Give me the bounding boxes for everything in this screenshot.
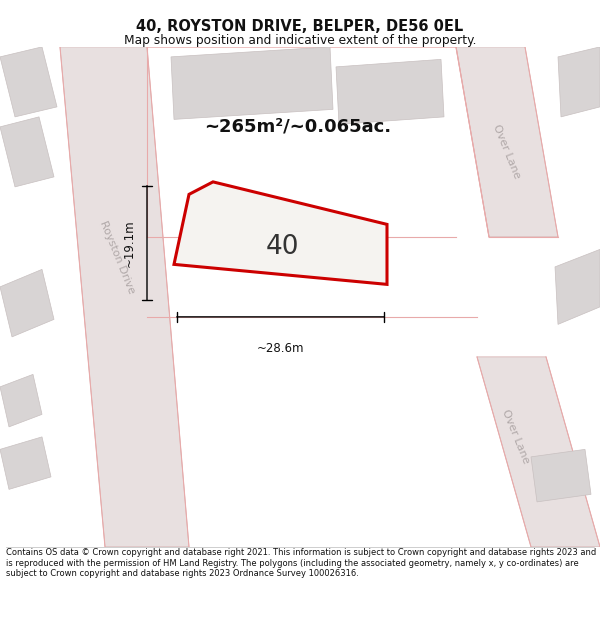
Polygon shape — [0, 437, 51, 489]
Polygon shape — [0, 47, 57, 117]
Text: Royston Drive: Royston Drive — [98, 219, 136, 295]
Polygon shape — [171, 47, 333, 119]
Polygon shape — [531, 449, 591, 502]
Text: 40, ROYSTON DRIVE, BELPER, DE56 0EL: 40, ROYSTON DRIVE, BELPER, DE56 0EL — [136, 19, 464, 34]
Text: Map shows position and indicative extent of the property.: Map shows position and indicative extent… — [124, 34, 476, 48]
Polygon shape — [0, 374, 42, 427]
Text: ~265m²/~0.065ac.: ~265m²/~0.065ac. — [204, 118, 391, 136]
Text: Over Lane: Over Lane — [491, 123, 523, 181]
Text: Contains OS data © Crown copyright and database right 2021. This information is : Contains OS data © Crown copyright and d… — [6, 549, 596, 578]
Polygon shape — [174, 182, 387, 284]
Polygon shape — [0, 269, 54, 337]
Polygon shape — [336, 59, 444, 124]
Polygon shape — [477, 357, 600, 547]
Text: ~28.6m: ~28.6m — [257, 342, 304, 355]
Polygon shape — [558, 47, 600, 117]
Polygon shape — [0, 117, 54, 187]
Text: ~19.1m: ~19.1m — [123, 219, 136, 267]
Polygon shape — [60, 47, 189, 547]
Text: 40: 40 — [265, 234, 299, 260]
Text: Over Lane: Over Lane — [500, 408, 532, 466]
Polygon shape — [456, 47, 558, 237]
Polygon shape — [555, 249, 600, 324]
